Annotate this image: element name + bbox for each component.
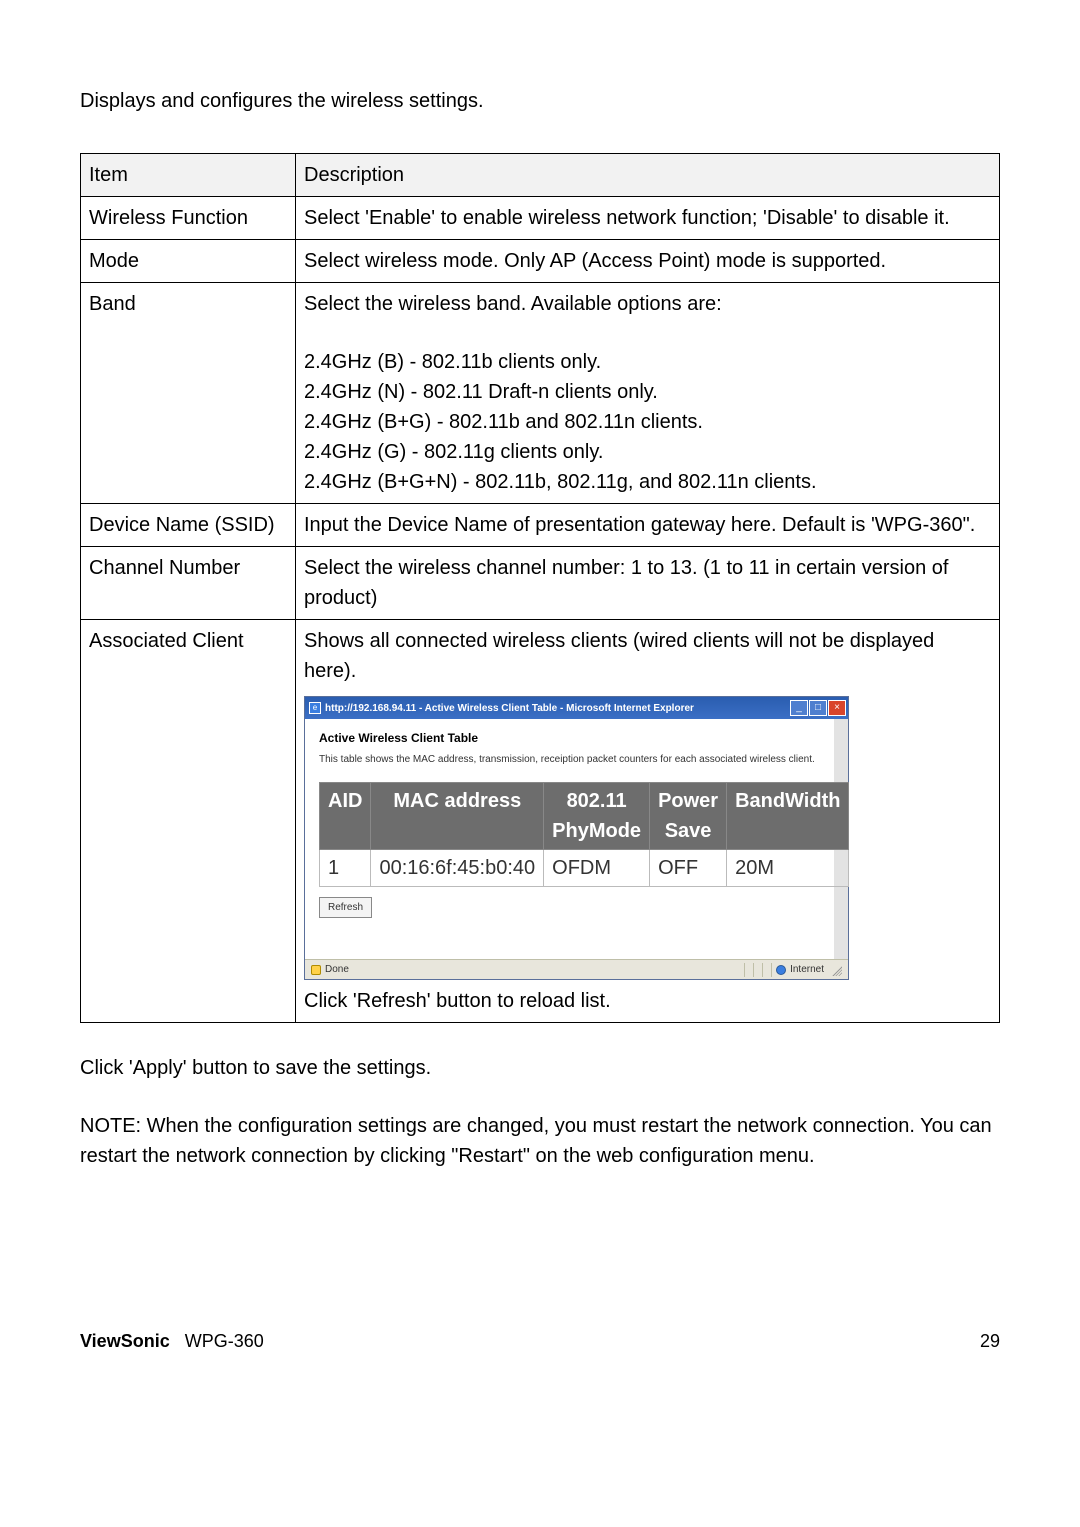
awct-desc: This table shows the MAC address, transm…: [319, 753, 820, 766]
ie-window: e http://192.168.94.11 - Active Wireless…: [304, 696, 849, 980]
row-item: Wireless Function: [81, 197, 296, 240]
status-done-text: Done: [325, 962, 349, 977]
settings-table: Item Description Wireless Function Selec…: [80, 153, 1000, 1023]
ie-title-text: http://192.168.94.11 - Active Wireless C…: [325, 701, 790, 716]
row-desc: Select wireless mode. Only AP (Access Po…: [296, 240, 1000, 283]
globe-icon: [776, 965, 786, 975]
table-row: Channel Number Select the wireless chann…: [81, 547, 1000, 620]
row-item: Channel Number: [81, 547, 296, 620]
table-row: Band Select the wireless band. Available…: [81, 283, 1000, 504]
th-ps: Power Save: [650, 783, 727, 850]
ie-statusbar: Done Internet: [305, 959, 848, 979]
client-row: 1 00:16:6f:45:b0:40 OFDM OFF 20M: [320, 850, 849, 887]
cell-phy: OFDM: [544, 850, 650, 887]
awct-heading: Active Wireless Client Table: [319, 729, 820, 747]
band-opt: 2.4GHz (B+G) - 802.11b and 802.11n clien…: [304, 407, 991, 437]
band-intro: Select the wireless band. Available opti…: [304, 289, 991, 319]
ie-screenshot: e http://192.168.94.11 - Active Wireless…: [304, 696, 991, 980]
window-close-icon[interactable]: ×: [828, 700, 846, 716]
page-footer: ViewSonic WPG-360 29: [80, 1331, 1000, 1352]
window-maximize-icon[interactable]: □: [809, 700, 827, 716]
cell-bw: 20M: [727, 850, 849, 887]
footer-model: WPG-360: [185, 1331, 264, 1351]
row-desc: Select 'Enable' to enable wireless netwo…: [296, 197, 1000, 240]
band-opt: 2.4GHz (G) - 802.11g clients only.: [304, 437, 991, 467]
th-aid: AID: [320, 783, 371, 850]
footer-brand: ViewSonic: [80, 1331, 170, 1351]
th-phy: 802.11 PhyMode: [544, 783, 650, 850]
cell-aid: 1: [320, 850, 371, 887]
th-item: Item: [81, 154, 296, 197]
band-opt: 2.4GHz (B) - 802.11b clients only.: [304, 347, 991, 377]
table-row: Associated Client Shows all connected wi…: [81, 620, 1000, 1023]
intro-text: Displays and configures the wireless set…: [80, 90, 1000, 113]
restart-note: NOTE: When the configuration settings ar…: [80, 1111, 1000, 1171]
row-item: Mode: [81, 240, 296, 283]
row-item: Associated Client: [81, 620, 296, 1023]
band-opt: 2.4GHz (B+G+N) - 802.11b, 802.11g, and 8…: [304, 467, 991, 497]
window-minimize-icon[interactable]: _: [790, 700, 808, 716]
apply-note: Click 'Apply' button to save the setting…: [80, 1053, 1000, 1083]
done-icon: [311, 965, 321, 975]
table-row: Wireless Function Select 'Enable' to ena…: [81, 197, 1000, 240]
assoc-desc: Shows all connected wireless clients (wi…: [304, 626, 991, 686]
ie-titlebar: e http://192.168.94.11 - Active Wireless…: [305, 697, 848, 719]
ie-body: Active Wireless Client Table This table …: [305, 719, 848, 959]
th-bw: BandWidth: [727, 783, 849, 850]
band-opt: 2.4GHz (N) - 802.11 Draft-n clients only…: [304, 377, 991, 407]
row-desc: Input the Device Name of presentation ga…: [296, 504, 1000, 547]
row-desc: Shows all connected wireless clients (wi…: [296, 620, 1000, 1023]
table-row: Mode Select wireless mode. Only AP (Acce…: [81, 240, 1000, 283]
resize-grip-icon: [830, 964, 842, 976]
refresh-button[interactable]: Refresh: [319, 897, 372, 918]
assoc-footer: Click 'Refresh' button to reload list.: [304, 986, 991, 1016]
page-number: 29: [980, 1331, 1000, 1352]
th-desc: Description: [296, 154, 1000, 197]
ie-logo-icon: e: [309, 702, 321, 714]
cell-ps: OFF: [650, 850, 727, 887]
row-item: Device Name (SSID): [81, 504, 296, 547]
cell-mac: 00:16:6f:45:b0:40: [371, 850, 544, 887]
table-row: Device Name (SSID) Input the Device Name…: [81, 504, 1000, 547]
status-zone-text: Internet: [790, 962, 824, 977]
row-desc: Select the wireless channel number: 1 to…: [296, 547, 1000, 620]
row-desc: Select the wireless band. Available opti…: [296, 283, 1000, 504]
row-item: Band: [81, 283, 296, 504]
th-mac: MAC address: [371, 783, 544, 850]
client-table: AID MAC address 802.11 PhyMode Power Sav…: [319, 782, 849, 887]
